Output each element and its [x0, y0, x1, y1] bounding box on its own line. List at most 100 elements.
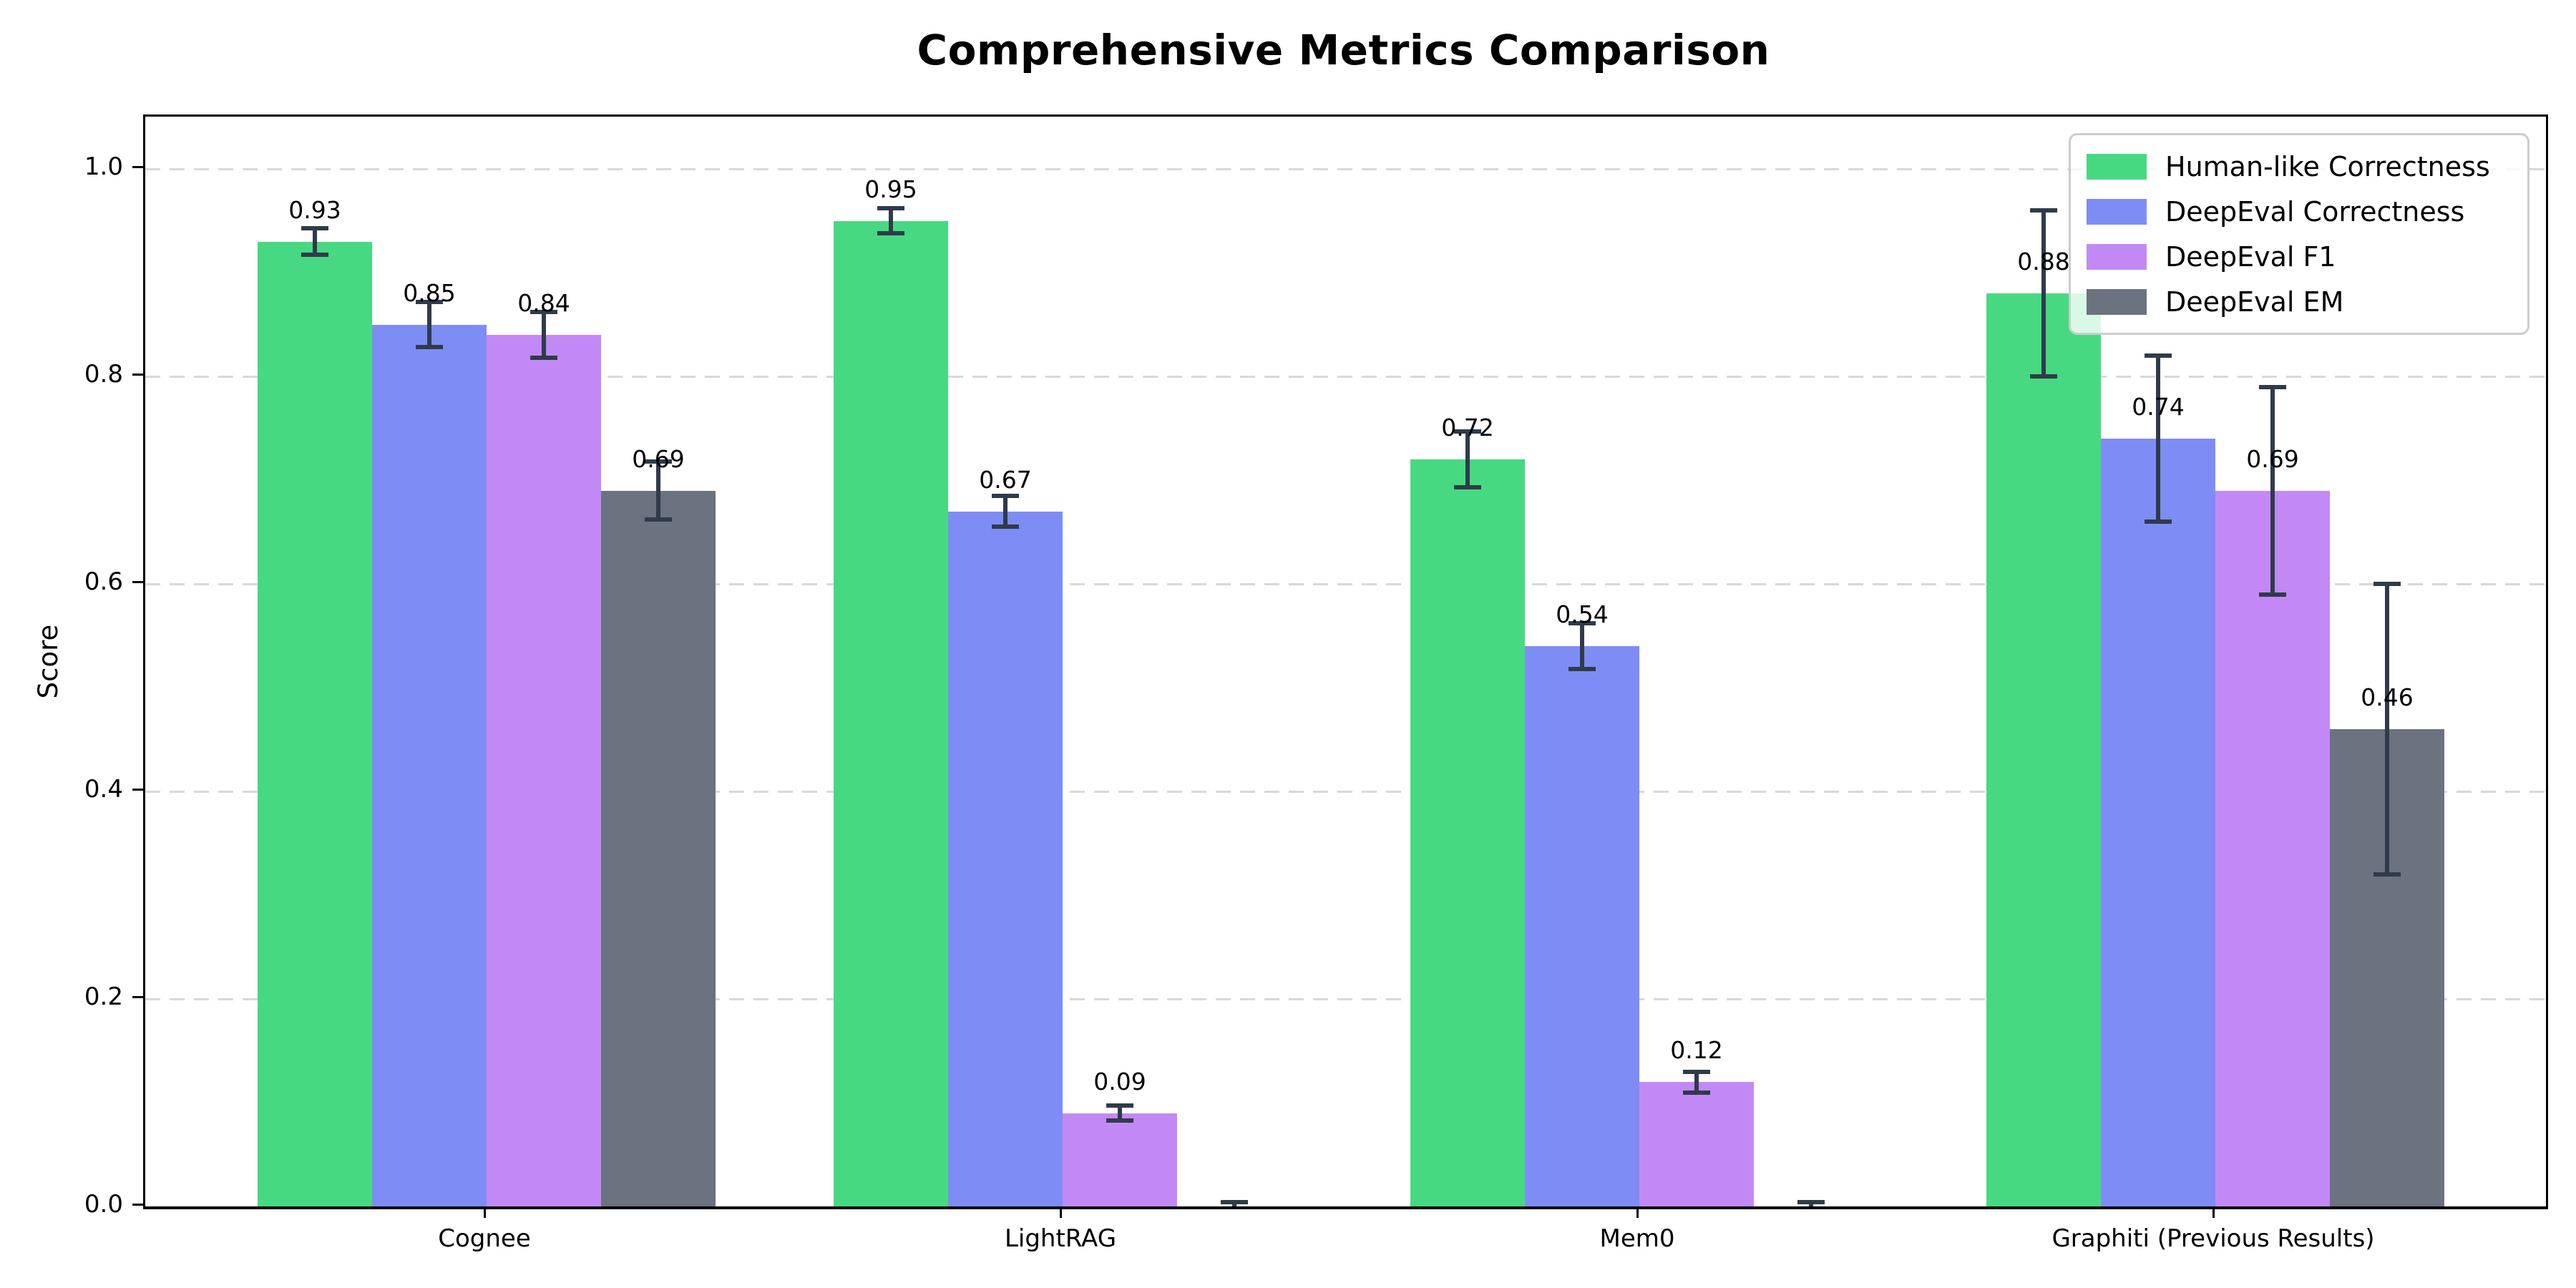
- bar-deepeval-correctness-2: [1525, 646, 1639, 1206]
- error-bar-cap-bottom: [1683, 1090, 1710, 1095]
- error-bar: [1580, 623, 1584, 669]
- legend-label: DeepEval Correctness: [2165, 195, 2465, 228]
- bar-value-label: 0.09: [1093, 1067, 1146, 1096]
- legend-label: DeepEval F1: [2165, 240, 2336, 273]
- error-bar-cap-top: [530, 310, 557, 315]
- error-bar: [427, 301, 431, 348]
- error-bar: [1118, 1106, 1122, 1121]
- error-bar-cap-top: [2373, 582, 2401, 586]
- y-tick-label: 0.0: [84, 1190, 123, 1219]
- y-tick-label: 0.4: [84, 775, 123, 804]
- gridline-1.0: [145, 168, 2546, 170]
- bar-human-like-correctness-3: [1986, 293, 2101, 1206]
- legend-label: Human-like Correctness: [2165, 150, 2490, 182]
- error-bar: [542, 312, 546, 358]
- error-bar: [2385, 584, 2389, 874]
- bar-value-label: 0.12: [1670, 1036, 1723, 1064]
- gridline-0.6: [145, 583, 2546, 585]
- x-tick-mark: [1636, 1207, 1639, 1218]
- bar-deepeval-f1-1: [1063, 1113, 1177, 1206]
- error-bar-cap-top: [645, 459, 672, 464]
- error-bar-cap-bottom: [877, 230, 904, 235]
- y-tick-mark: [132, 996, 143, 998]
- error-bar-cap-top: [301, 225, 328, 230]
- error-bar-cap-bottom: [301, 253, 328, 258]
- error-bar: [2041, 210, 2046, 376]
- x-tick-label-1: Cognee: [438, 1224, 531, 1253]
- bar-value-label: 0.69: [632, 444, 685, 473]
- error-bar-cap-bottom: [992, 525, 1019, 530]
- bar-value-label: 0.69: [2246, 444, 2299, 473]
- y-tick-label: 0.8: [84, 360, 123, 389]
- legend-item: DeepEval EM: [2087, 286, 2512, 318]
- gridline-0.8: [145, 376, 2546, 378]
- error-bar-cap-top: [1683, 1069, 1710, 1074]
- bar-value-label: 0.95: [864, 175, 917, 203]
- gridline-0.2: [145, 998, 2546, 1000]
- error-bar: [313, 228, 317, 255]
- chart-title: Comprehensive Metrics Comparison: [917, 26, 1770, 74]
- legend-label: DeepEval EM: [2165, 286, 2344, 318]
- bar-deepeval-em-0: [601, 490, 716, 1206]
- error-bar-cap-top: [992, 493, 1019, 498]
- bar-deepeval-correctness-3: [2101, 439, 2215, 1206]
- bar-human-like-correctness-0: [258, 241, 372, 1206]
- y-tick-mark: [132, 1204, 143, 1206]
- x-tick-mark: [1060, 1207, 1062, 1218]
- error-bar-cap-bottom: [2259, 592, 2286, 597]
- gridline-0.4: [145, 791, 2546, 793]
- bar-value-label: 0.74: [2132, 393, 2185, 421]
- bar-value-label: 0.84: [517, 289, 570, 317]
- error-bar-cap-bottom: [530, 355, 557, 360]
- bar-value-label: 0.54: [1556, 600, 1609, 628]
- error-bar-cap-top: [2145, 353, 2172, 358]
- error-bar-cap-top: [1106, 1103, 1133, 1108]
- bar-value-label: 0.46: [2361, 683, 2414, 711]
- legend-swatch: [2087, 243, 2147, 270]
- legend-swatch: [2087, 153, 2147, 180]
- error-bar: [2156, 356, 2160, 522]
- y-tick-mark: [132, 374, 143, 376]
- error-bar-cap-bottom: [1106, 1118, 1133, 1123]
- bar-human-like-correctness-1: [834, 220, 948, 1206]
- error-bar-cap-top: [877, 206, 904, 211]
- legend-item: DeepEval F1: [2087, 241, 2512, 273]
- y-tick-label: 1.0: [84, 152, 123, 181]
- legend-swatch: [2087, 288, 2147, 315]
- legend-item: Human-like Correctness: [2087, 151, 2512, 182]
- error-bar-cap-top: [1454, 429, 1481, 434]
- error-bar: [2270, 386, 2275, 595]
- bar-deepeval-f1-3: [2215, 490, 2330, 1206]
- error-bar: [1465, 431, 1470, 488]
- error-bar-cap-top: [2259, 384, 2286, 389]
- x-tick-label-2: LightRAG: [1004, 1224, 1117, 1253]
- y-tick-mark: [132, 581, 143, 583]
- x-tick-mark: [484, 1207, 486, 1218]
- bar-value-label: 0.93: [288, 195, 341, 224]
- bar-deepeval-f1-0: [487, 335, 601, 1206]
- x-tick-label-3: Mem0: [1599, 1224, 1675, 1253]
- x-tick-mark: [2212, 1207, 2215, 1218]
- bar-value-label: 0.85: [403, 278, 456, 307]
- error-bar-cap-bottom: [1568, 666, 1596, 671]
- error-bar: [656, 461, 660, 520]
- bar-human-like-correctness-2: [1410, 459, 1525, 1206]
- error-bar: [889, 208, 893, 233]
- error-bar-cap-bottom: [2373, 872, 2401, 877]
- legend: Human-like Correctness DeepEval Correctne…: [2069, 133, 2529, 335]
- y-tick-mark: [132, 789, 143, 791]
- x-tick-label-4: Graphiti (Previous Results): [2051, 1224, 2375, 1253]
- bar-deepeval-f1-2: [1639, 1082, 1754, 1206]
- y-tick-mark: [132, 166, 143, 168]
- error-bar-cap-top: [2030, 208, 2057, 213]
- error-bar-cap-bottom: [2030, 374, 2057, 379]
- y-tick-label: 0.6: [84, 567, 123, 596]
- y-axis-label: Score: [33, 624, 64, 699]
- legend-item: DeepEval Correctness: [2087, 196, 2512, 228]
- error-bar-cap-top: [1221, 1200, 1248, 1205]
- bar-deepeval-correctness-0: [372, 324, 487, 1206]
- error-bar-cap-top: [1797, 1200, 1825, 1205]
- bar-value-label: 0.88: [2017, 248, 2070, 275]
- error-bar-cap-bottom: [2145, 519, 2172, 524]
